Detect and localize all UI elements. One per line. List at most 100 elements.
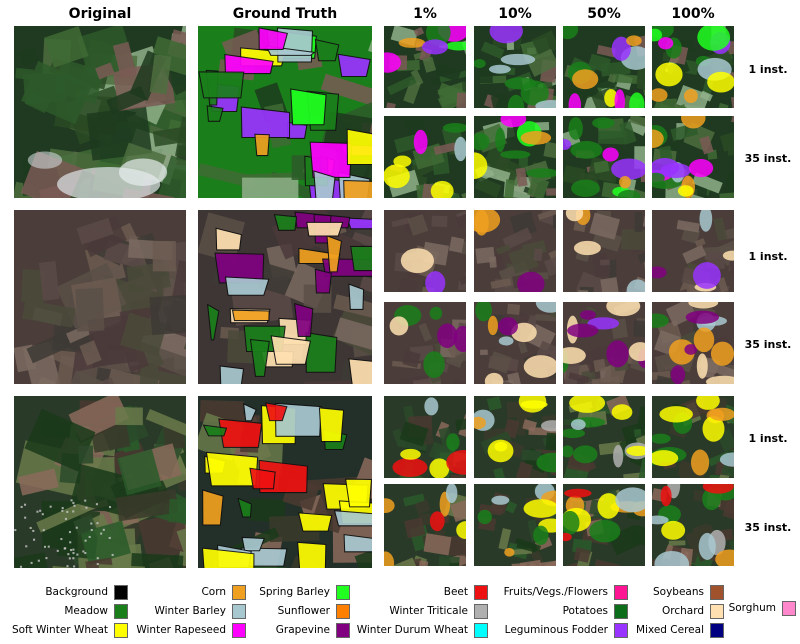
legend-swatch — [232, 604, 246, 619]
legend-label: Winter Barley — [154, 605, 226, 617]
satellite-image — [14, 210, 186, 384]
prediction-mask — [384, 26, 466, 108]
ground-truth-mask — [198, 26, 372, 198]
legend-label: Fruits/Vegs./Flowers — [503, 586, 608, 598]
prediction-mask — [384, 210, 466, 292]
row-label: 1 inst. — [748, 250, 788, 263]
legend-swatch — [474, 623, 488, 638]
legend-item-corn: Corn — [130, 584, 246, 602]
legend-swatch — [710, 604, 724, 619]
legend-label: Sunflower — [277, 605, 330, 617]
legend-swatch — [614, 623, 628, 638]
legend-label: Soybeans — [653, 586, 704, 598]
legend-item-beet: Beet — [358, 584, 488, 602]
row-label: 35 inst. — [744, 521, 792, 534]
prediction-mask — [563, 210, 645, 292]
prediction-mask — [474, 302, 556, 384]
legend-label: Background — [45, 586, 108, 598]
prediction-mask — [563, 26, 645, 108]
prediction-mask — [474, 484, 556, 566]
legend-label: Corn — [201, 586, 226, 598]
legend-swatch — [614, 604, 628, 619]
legend-swatch — [114, 585, 128, 600]
legend-swatch — [232, 623, 246, 638]
prediction-mask — [652, 302, 734, 384]
legend-label: Grapevine — [275, 624, 330, 636]
header-1pct: 1% — [413, 6, 437, 22]
prediction-mask — [563, 302, 645, 384]
legend-swatch — [782, 601, 796, 616]
header-100pct: 100% — [671, 6, 715, 22]
legend-item-potatoes: Potatoes — [494, 603, 628, 621]
legend-item-soft-winter-wheat: Soft Winter Wheat — [0, 622, 128, 640]
legend-label: Leguminous Fodder — [504, 624, 608, 636]
ground-truth-mask — [198, 396, 372, 568]
header-original: Original — [68, 6, 132, 22]
legend-item-winter-triticale: Winter Triticale — [358, 603, 488, 621]
legend-label: Winter Triticale — [389, 605, 468, 617]
legend-item-soybeans: Soybeans — [632, 584, 724, 602]
legend-label: Sorghum — [728, 602, 776, 614]
row-label: 35 inst. — [744, 338, 792, 351]
legend-swatch — [336, 604, 350, 619]
legend-item-winter-rapeseed: Winter Rapeseed — [130, 622, 246, 640]
legend-swatch — [232, 585, 246, 600]
prediction-mask — [652, 484, 734, 566]
legend-item-winter-barley: Winter Barley — [130, 603, 246, 621]
prediction-mask — [384, 302, 466, 384]
legend-item-orchard: Orchard — [632, 603, 724, 621]
legend-label: Potatoes — [562, 605, 608, 617]
legend: Background Meadow Soft Winter Wheat Corn… — [0, 578, 800, 644]
legend-swatch — [710, 623, 724, 638]
legend-label: Meadow — [64, 605, 108, 617]
prediction-mask — [652, 210, 734, 292]
legend-item-leguminous-fodder: Leguminous Fodder — [494, 622, 628, 640]
legend-item-grapevine: Grapevine — [250, 622, 350, 640]
prediction-mask — [563, 116, 645, 198]
legend-swatch — [114, 623, 128, 638]
legend-item-winter-durum-wheat: Winter Durum Wheat — [356, 622, 488, 640]
legend-item-meadow: Meadow — [0, 603, 128, 621]
prediction-mask — [384, 396, 466, 478]
row-label: 1 inst. — [748, 432, 788, 445]
legend-item-background: Background — [0, 584, 128, 602]
prediction-mask — [563, 484, 645, 566]
prediction-mask — [563, 396, 645, 478]
legend-item-mixed-cereal: Mixed Cereal — [632, 622, 724, 640]
prediction-mask — [384, 116, 466, 198]
legend-item-fruits-vegs-flowers: Fruits/Vegs./Flowers — [494, 584, 628, 602]
legend-swatch — [114, 604, 128, 619]
satellite-image — [14, 26, 186, 198]
legend-label: Beet — [443, 586, 468, 598]
legend-label: Soft Winter Wheat — [11, 624, 108, 636]
legend-swatch — [336, 623, 350, 638]
row-label: 1 inst. — [748, 63, 788, 76]
legend-label: Winter Durum Wheat — [356, 624, 468, 636]
row-label: 35 inst. — [744, 152, 792, 165]
legend-swatch — [474, 604, 488, 619]
header-ground-truth: Ground Truth — [232, 6, 338, 22]
prediction-mask — [652, 116, 734, 198]
prediction-mask — [474, 26, 556, 108]
prediction-mask — [652, 396, 734, 478]
prediction-mask — [652, 26, 734, 108]
legend-label: Orchard — [661, 605, 704, 617]
legend-swatch — [710, 585, 724, 600]
legend-label: Winter Rapeseed — [136, 624, 226, 636]
legend-swatch — [474, 585, 488, 600]
legend-item-sorghum: Sorghum — [728, 600, 796, 618]
prediction-mask — [384, 484, 466, 566]
prediction-mask — [474, 210, 556, 292]
header-10pct: 10% — [498, 6, 532, 22]
prediction-mask — [474, 396, 556, 478]
prediction-mask — [474, 116, 556, 198]
legend-swatch — [336, 585, 350, 600]
ground-truth-mask — [198, 210, 372, 384]
legend-item-sunflower: Sunflower — [250, 603, 350, 621]
header-50pct: 50% — [587, 6, 621, 22]
satellite-image — [14, 396, 186, 568]
legend-label: Mixed Cereal — [635, 624, 704, 636]
legend-label: Spring Barley — [259, 586, 330, 598]
legend-swatch — [614, 585, 628, 600]
legend-item-spring-barley: Spring Barley — [250, 584, 350, 602]
